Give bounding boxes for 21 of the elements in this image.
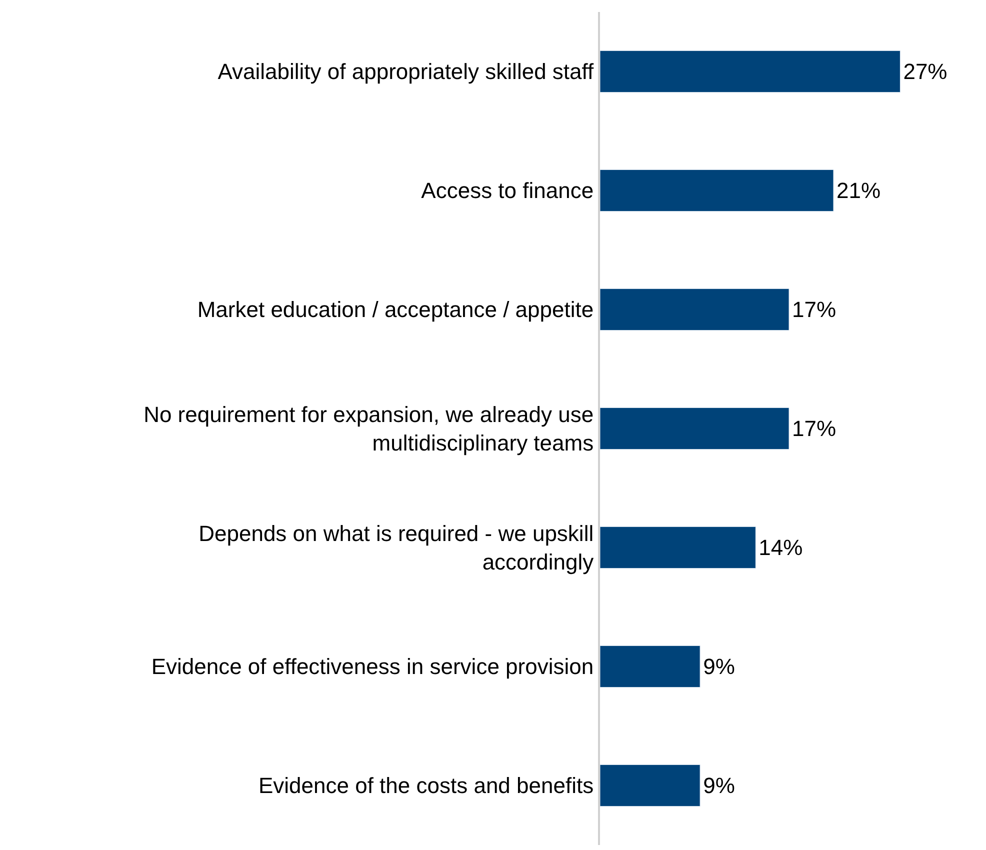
data-label: 17% bbox=[792, 297, 836, 322]
bar bbox=[600, 526, 756, 569]
data-label: 14% bbox=[758, 535, 803, 560]
data-label: 9% bbox=[703, 773, 735, 798]
data-label: 17% bbox=[792, 416, 836, 442]
y-tick-label: Evidence of effectiveness in service provision bbox=[151, 654, 594, 680]
y-tick-label: Market education / acceptance / appetite bbox=[197, 297, 594, 322]
y-tick-label: Evidence of the costs and benefits bbox=[258, 773, 594, 798]
y-tick-label: Depends on what is required - we upskill accordingly bbox=[198, 520, 594, 574]
bar bbox=[600, 169, 834, 212]
bar bbox=[600, 645, 700, 688]
data-label: 9% bbox=[703, 654, 735, 680]
bar bbox=[600, 50, 900, 93]
data-label: 21% bbox=[836, 178, 881, 204]
y-tick-label: Availability of appropriately skilled staff bbox=[218, 59, 594, 84]
data-label: 27% bbox=[903, 59, 948, 84]
bar bbox=[600, 407, 790, 450]
bar bbox=[600, 764, 700, 807]
bar bbox=[600, 288, 790, 331]
y-tick-label: Access to finance bbox=[421, 178, 594, 204]
y-tick-label: No requirement for expansion, we already use multidisciplinary teams bbox=[144, 402, 594, 456]
